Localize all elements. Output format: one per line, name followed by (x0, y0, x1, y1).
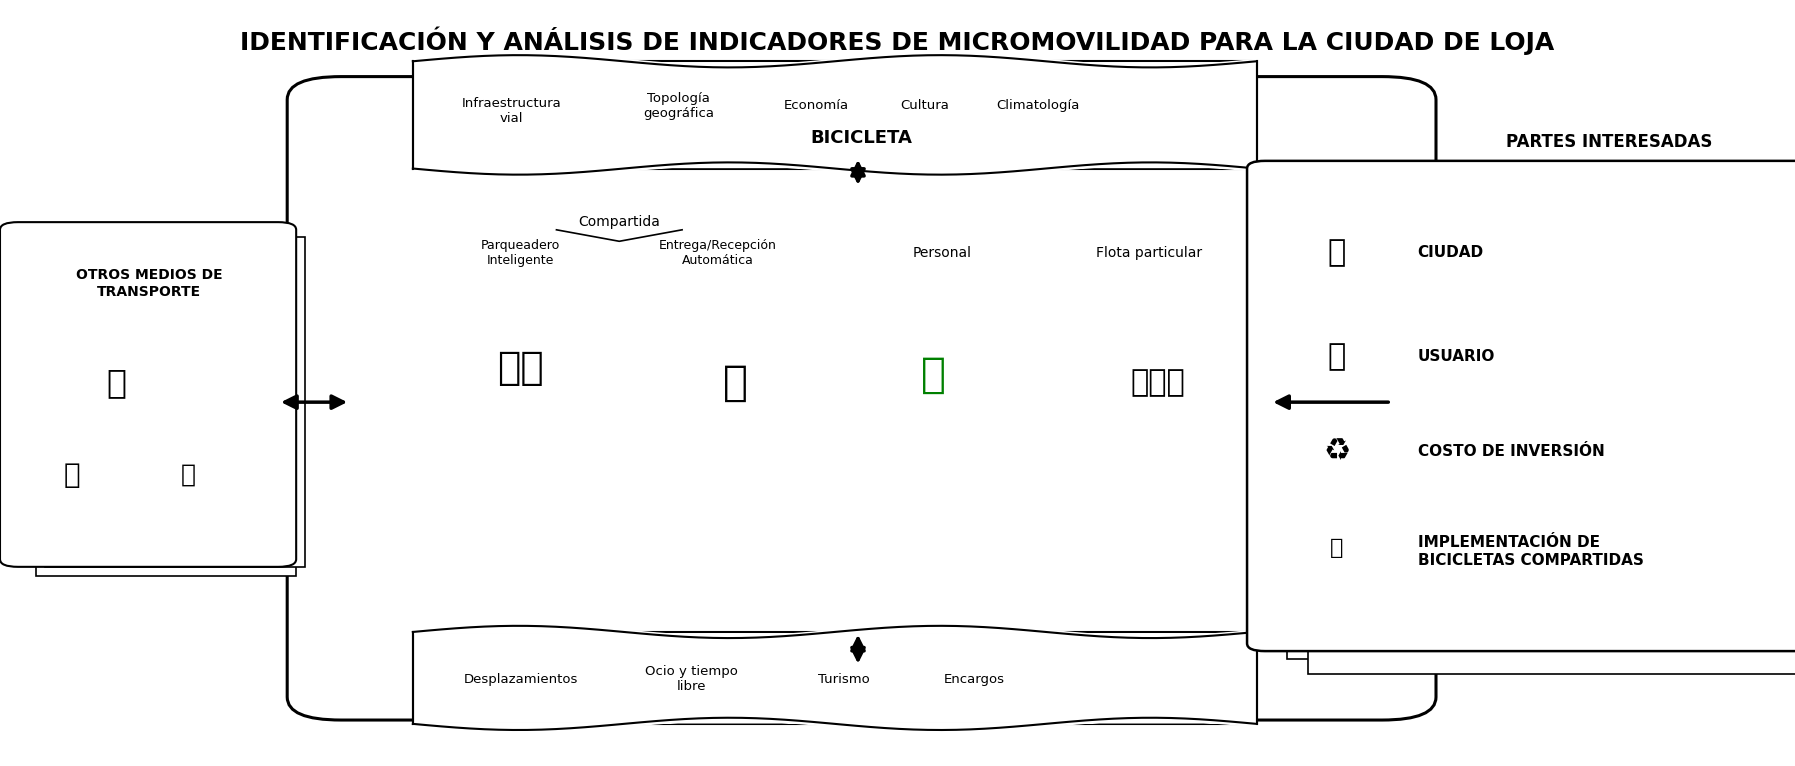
Text: Topología
geográfica: Topología geográfica (643, 92, 714, 119)
Text: IMPLEMENTACIÓN DE
BICICLETAS COMPARTIDAS: IMPLEMENTACIÓN DE BICICLETAS COMPARTIDAS (1418, 535, 1644, 568)
Text: 🏢: 🏢 (1328, 238, 1346, 267)
Text: 🅿🚲: 🅿🚲 (497, 349, 544, 387)
Text: Flota particular: Flota particular (1095, 246, 1203, 260)
Text: PARTES INTERESADAS: PARTES INTERESADAS (1506, 133, 1712, 151)
Text: COSTO DE INVERSIÓN: COSTO DE INVERSIÓN (1418, 444, 1605, 460)
Text: 🪖: 🪖 (1328, 342, 1346, 371)
Text: OTROS MEDIOS DE
TRANSPORTE: OTROS MEDIOS DE TRANSPORTE (75, 268, 223, 299)
Text: BICICLETA: BICICLETA (811, 129, 912, 147)
FancyBboxPatch shape (0, 222, 296, 567)
FancyBboxPatch shape (287, 77, 1436, 720)
Text: ♻: ♻ (1323, 437, 1350, 466)
Text: Compartida: Compartida (578, 215, 661, 229)
Bar (413, 632, 1256, 724)
Bar (1309, 199, 1795, 674)
Text: 📱: 📱 (723, 362, 749, 404)
Text: 🚕: 🚕 (181, 463, 196, 487)
Text: Economía: Economía (784, 100, 849, 112)
Text: 🚲🚲🚲: 🚲🚲🚲 (1131, 368, 1185, 398)
FancyBboxPatch shape (1248, 161, 1795, 651)
Text: 🚲: 🚲 (921, 355, 946, 396)
Text: Desplazamientos: Desplazamientos (463, 673, 578, 686)
Text: Encargos: Encargos (944, 673, 1005, 686)
Text: Parqueadero
Inteligente: Parqueadero Inteligente (481, 239, 560, 267)
Text: Cultura: Cultura (899, 100, 950, 112)
Text: 🚗: 🚗 (63, 461, 81, 489)
Text: Turismo: Turismo (819, 673, 869, 686)
Text: Infraestructura
vial: Infraestructura vial (461, 97, 562, 125)
Text: Personal: Personal (914, 246, 971, 260)
Text: 🚌: 🚌 (106, 366, 127, 400)
Bar (32, 234, 293, 564)
Text: Climatología: Climatología (996, 100, 1079, 112)
Bar (36, 247, 296, 576)
Bar (413, 61, 1256, 169)
Bar (45, 237, 305, 567)
Text: IDENTIFICACIÓN Y ANÁLISIS DE INDICADORES DE MICROMOVILIDAD PARA LA CIUDAD DE LOJ: IDENTIFICACIÓN Y ANÁLISIS DE INDICADORES… (241, 27, 1554, 55)
Bar (1287, 184, 1795, 659)
Text: Ocio y tiempo
libre: Ocio y tiempo libre (644, 666, 738, 693)
Text: USUARIO: USUARIO (1418, 349, 1495, 364)
Text: CIUDAD: CIUDAD (1418, 245, 1484, 260)
Text: 🚴: 🚴 (1330, 538, 1343, 558)
Text: Entrega/Recepción
Automática: Entrega/Recepción Automática (659, 239, 777, 267)
